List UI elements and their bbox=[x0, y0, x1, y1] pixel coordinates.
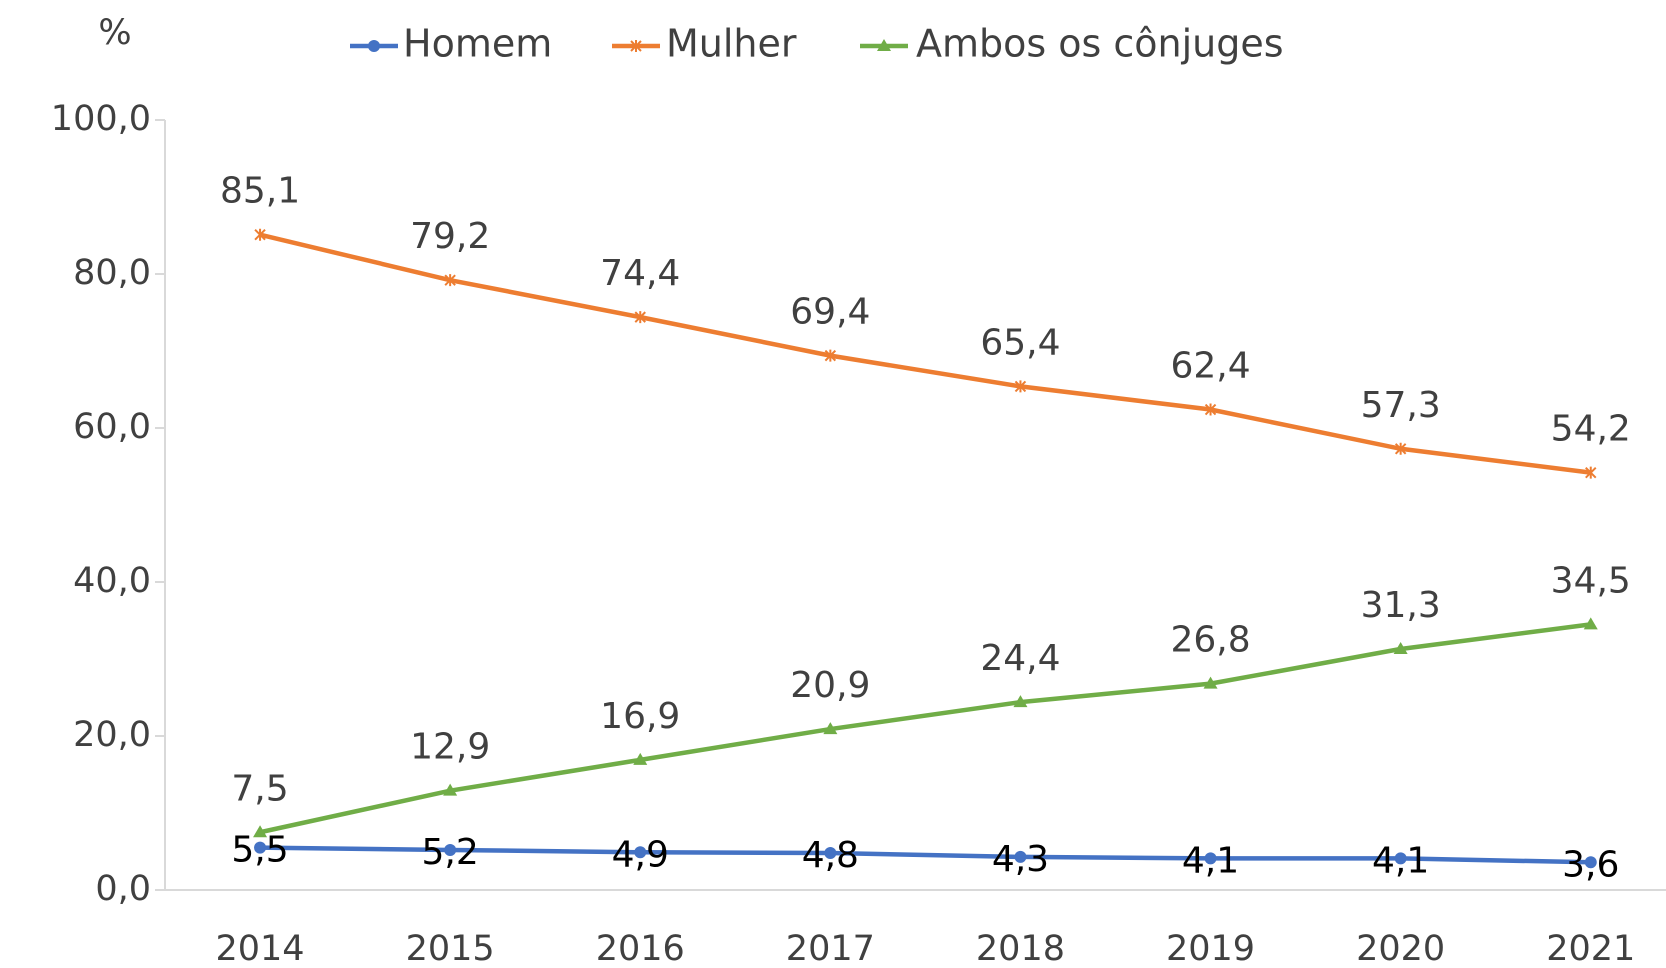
data-label: 4,8 bbox=[802, 835, 859, 876]
data-label: 24,4 bbox=[980, 638, 1060, 679]
marker bbox=[444, 274, 456, 287]
marker bbox=[1204, 852, 1217, 865]
marker bbox=[877, 39, 891, 51]
data-label: 4,9 bbox=[612, 834, 669, 875]
legend-label: Mulher bbox=[666, 22, 797, 66]
marker bbox=[824, 847, 837, 860]
marker bbox=[1014, 380, 1027, 393]
marker bbox=[254, 841, 267, 854]
marker bbox=[1393, 641, 1408, 654]
series-line bbox=[259, 622, 1592, 835]
data-label: 3,6 bbox=[1562, 844, 1619, 885]
data-label: 4,3 bbox=[992, 839, 1049, 880]
marker bbox=[444, 843, 457, 856]
data-label: 26,8 bbox=[1170, 620, 1250, 661]
legend-label: Homem bbox=[403, 22, 552, 66]
marker bbox=[823, 722, 838, 735]
legend-label: Ambos os cônjuges bbox=[916, 22, 1284, 66]
marker bbox=[634, 311, 646, 324]
marker bbox=[634, 846, 647, 859]
x-tick-label: 2017 bbox=[786, 929, 875, 968]
data-label: 85,1 bbox=[220, 171, 300, 212]
data-label: 74,4 bbox=[600, 253, 680, 294]
marker bbox=[824, 349, 837, 362]
data-label: 5,2 bbox=[422, 832, 479, 873]
data-label: 16,9 bbox=[600, 696, 680, 737]
x-tick-label: 2020 bbox=[1356, 929, 1445, 968]
x-tick-label: 2016 bbox=[596, 929, 685, 968]
data-label: 20,9 bbox=[790, 665, 870, 706]
data-label: 69,4 bbox=[790, 292, 870, 333]
marker bbox=[1013, 695, 1028, 708]
data-label: 54,2 bbox=[1551, 409, 1631, 450]
data-label: 79,2 bbox=[410, 216, 490, 257]
data-label: 57,3 bbox=[1361, 385, 1441, 426]
data-label: 31,3 bbox=[1361, 585, 1441, 626]
data-label: 65,4 bbox=[980, 322, 1060, 363]
marker bbox=[1584, 856, 1597, 869]
marker bbox=[1014, 850, 1027, 863]
marker bbox=[368, 40, 380, 52]
marker bbox=[1394, 852, 1407, 865]
x-tick-label: 2019 bbox=[1166, 929, 1255, 968]
marker bbox=[1583, 617, 1598, 630]
marker bbox=[253, 825, 268, 838]
y-axis-label: % bbox=[98, 13, 131, 53]
data-label: 12,9 bbox=[410, 727, 490, 768]
marker bbox=[1203, 676, 1218, 689]
y-tick-label: 20,0 bbox=[73, 715, 151, 755]
series-line bbox=[260, 845, 1591, 865]
x-tick-label: 2014 bbox=[216, 929, 305, 968]
series-line bbox=[259, 232, 1592, 475]
data-label: 4,1 bbox=[1182, 840, 1239, 881]
y-tick-label: 40,0 bbox=[73, 561, 151, 601]
y-tick-label: 0,0 bbox=[95, 869, 151, 909]
x-tick-label: 2018 bbox=[976, 929, 1065, 968]
marker bbox=[1204, 403, 1217, 416]
marker bbox=[633, 752, 648, 765]
y-tick-label: 60,0 bbox=[73, 407, 151, 447]
marker bbox=[630, 40, 642, 52]
marker bbox=[443, 783, 458, 796]
x-tick-label: 2021 bbox=[1546, 929, 1635, 968]
marker bbox=[1394, 442, 1407, 455]
data-label: 7,5 bbox=[231, 768, 288, 809]
data-label: 62,4 bbox=[1170, 346, 1250, 387]
marker bbox=[1585, 466, 1597, 479]
data-label: 34,5 bbox=[1551, 560, 1631, 601]
y-tick-label: 80,0 bbox=[73, 253, 151, 293]
x-tick-label: 2015 bbox=[406, 929, 495, 968]
y-tick-label: 100,0 bbox=[51, 99, 151, 139]
marker bbox=[254, 228, 266, 241]
data-label: 4,1 bbox=[1372, 840, 1429, 881]
